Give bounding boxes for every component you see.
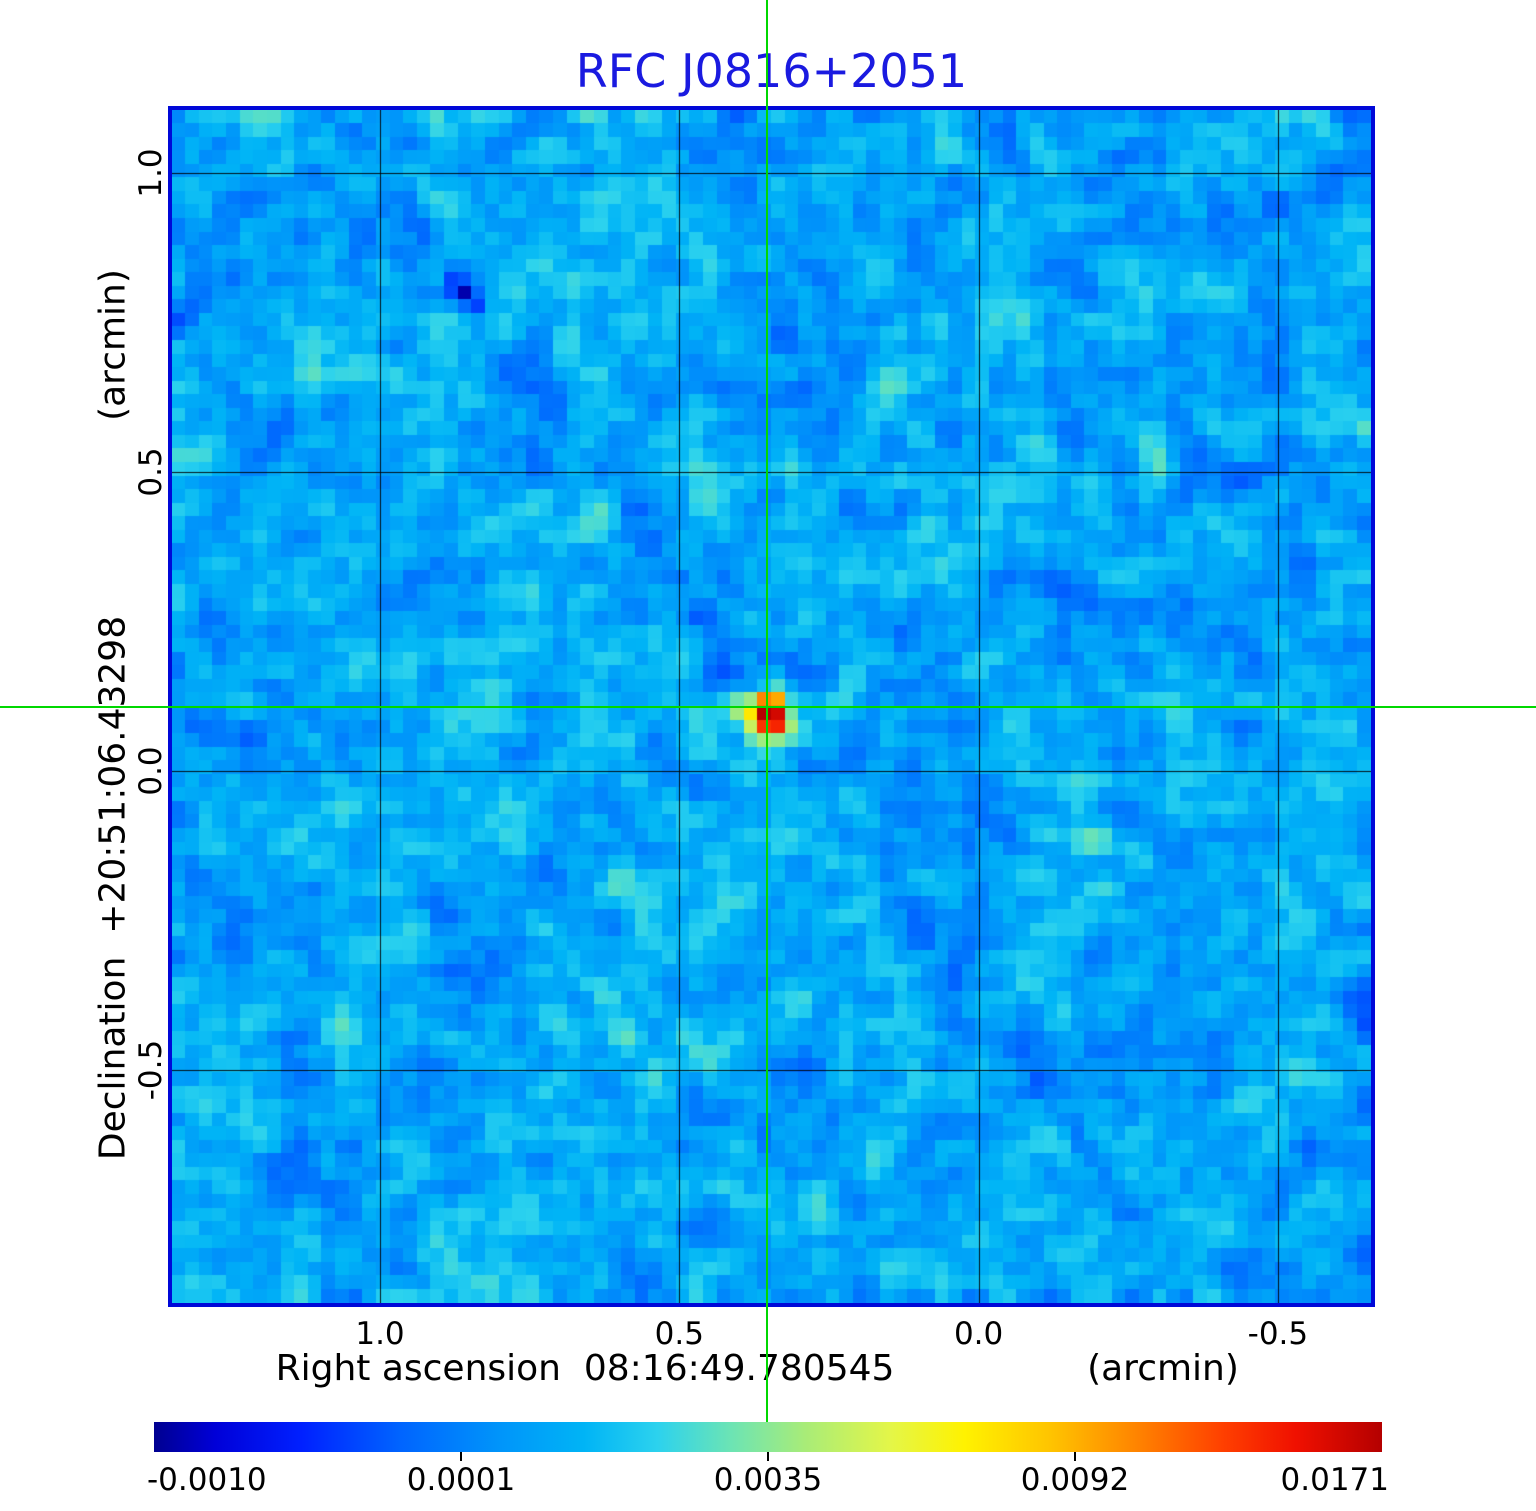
x-tick-label: 0.5: [654, 1316, 704, 1352]
colorbar-tick-label: 0.0092: [1020, 1462, 1130, 1498]
x-tick-label: 1.0: [355, 1316, 405, 1352]
y-axis-unit-label: (arcmin): [92, 269, 134, 421]
colorbar-tick: [1074, 1452, 1076, 1461]
y-tick-label: 0.5: [133, 447, 169, 497]
colorbar-tick: [460, 1452, 462, 1461]
colorbar-tick-label: 0.0035: [713, 1462, 823, 1498]
x-tick-label: -0.5: [1247, 1316, 1309, 1352]
colorbar-tick: [767, 1452, 769, 1461]
chart-title: RFC J0816+2051: [575, 44, 968, 98]
x-tick-label: 0.0: [953, 1316, 1004, 1352]
crosshair-horizontal-line: [0, 706, 1536, 708]
colorbar-tick-label: -0.0010: [147, 1462, 267, 1498]
x-axis-unit-label: (arcmin): [1087, 1348, 1239, 1389]
colorbar: [154, 1422, 1382, 1452]
x-axis-title: Right ascension 08:16:49.780545: [275, 1348, 895, 1389]
colorbar-tick-label: 0.0171: [1280, 1462, 1389, 1498]
y-tick-label: 1.0: [133, 148, 169, 198]
y-tick-label: 0.0: [133, 746, 169, 796]
colorbar-tick-label: 0.0001: [406, 1462, 516, 1498]
y-tick-label: -0.5: [133, 1039, 169, 1101]
y-axis-title: Declination +20:51:06.43298: [92, 615, 134, 1161]
crosshair-vertical-line: [766, 0, 768, 1422]
